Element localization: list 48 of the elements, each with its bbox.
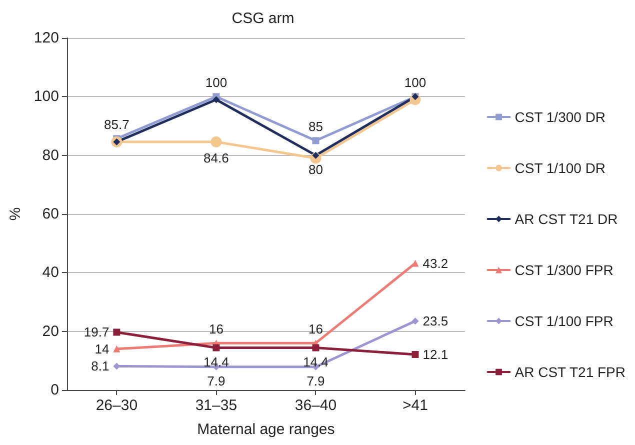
y-tick-label: 20 (42, 322, 59, 340)
point (210, 136, 222, 148)
data-label: 19.7 (84, 324, 110, 340)
point (312, 344, 320, 352)
data-label: 8.1 (91, 358, 110, 374)
data-label: 7.9 (207, 373, 226, 388)
data-label: 16 (208, 322, 224, 337)
point (113, 345, 120, 352)
data-label: 14.4 (204, 354, 229, 370)
y-tick-label: 40 (42, 264, 59, 282)
y-tick-label: 120 (34, 30, 59, 46)
data-label: 85 (308, 119, 323, 134)
point (212, 344, 220, 352)
point (412, 351, 419, 358)
y-axis-title: % (7, 207, 24, 221)
legend-label: AR CST T21 FPR (514, 364, 626, 380)
data-label: 85.7 (104, 117, 130, 132)
legend-label: CST 1/300 DR (514, 109, 606, 125)
point (212, 96, 220, 104)
data-label: 23.5 (422, 314, 448, 329)
data-label: 80 (308, 162, 323, 177)
legend-label: CST 1/300 FPR (514, 262, 614, 278)
data-label: 100 (205, 75, 228, 90)
data-label: 12.1 (422, 347, 448, 362)
point (312, 137, 320, 144)
y-tick-label: 80 (42, 146, 59, 164)
y-tick-label: 60 (42, 206, 59, 222)
legend-label: CST 1/100 FPR (514, 313, 614, 329)
legend-label: CST 1/100 DR (514, 160, 606, 176)
data-label: 84.6 (204, 150, 229, 166)
data-label: 7.9 (306, 373, 325, 388)
data-label: 14.4 (303, 354, 328, 370)
point (113, 328, 120, 336)
x-tick-label: >41 (402, 397, 428, 414)
data-label: 14 (94, 341, 110, 356)
x-tick-label: 26–30 (96, 397, 138, 414)
chart-title: CSG arm (232, 10, 294, 27)
data-label: 43.2 (422, 256, 448, 271)
point (412, 318, 419, 325)
x-tick-label: 36–40 (294, 397, 337, 414)
point (412, 260, 419, 267)
y-tick-label: 0 (50, 382, 59, 398)
y-tick-label: 100 (34, 88, 59, 106)
legend-label: AR CST T21 DR (514, 211, 618, 227)
x-tick-label: 31–35 (195, 397, 238, 414)
data-label: 16 (308, 322, 323, 337)
data-label: 100 (404, 75, 426, 90)
x-axis-title: Maternal age ranges (197, 421, 335, 438)
